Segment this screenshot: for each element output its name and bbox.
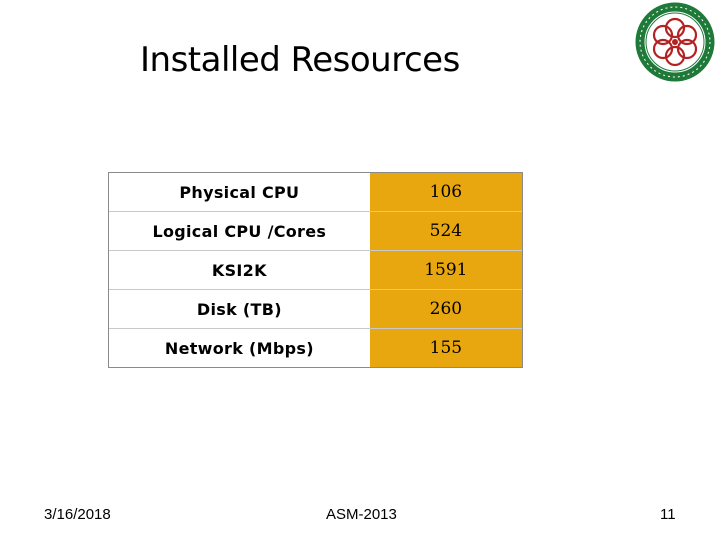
resource-value: 155 — [369, 328, 523, 368]
resource-label: KSI2K — [107, 250, 370, 290]
resource-value: 1591 — [369, 250, 523, 290]
resource-value: 106 — [369, 172, 523, 212]
table-row: Physical CPU 106 — [107, 172, 523, 212]
resource-label: Logical CPU /Cores — [107, 211, 370, 251]
footer-date: 3/16/2018 — [44, 506, 111, 523]
resource-label: Physical CPU — [107, 172, 370, 212]
footer-event: ASM-2013 — [326, 506, 397, 523]
resource-label: Disk (TB) — [107, 289, 370, 329]
ncp-logo-icon — [635, 2, 715, 82]
resource-value: 524 — [369, 211, 523, 251]
resources-table: Physical CPU 106 Logical CPU /Cores 524 … — [107, 172, 523, 368]
table-row: Logical CPU /Cores 524 — [107, 211, 523, 251]
table-row: KSI2K 1591 — [107, 250, 523, 290]
slide-title: Installed Resources — [140, 40, 460, 80]
resource-label: Network (Mbps) — [107, 328, 370, 368]
table-row: Disk (TB) 260 — [107, 289, 523, 329]
page-number: 11 — [660, 506, 676, 523]
resource-value: 260 — [369, 289, 523, 329]
table-row: Network (Mbps) 155 — [107, 328, 523, 368]
